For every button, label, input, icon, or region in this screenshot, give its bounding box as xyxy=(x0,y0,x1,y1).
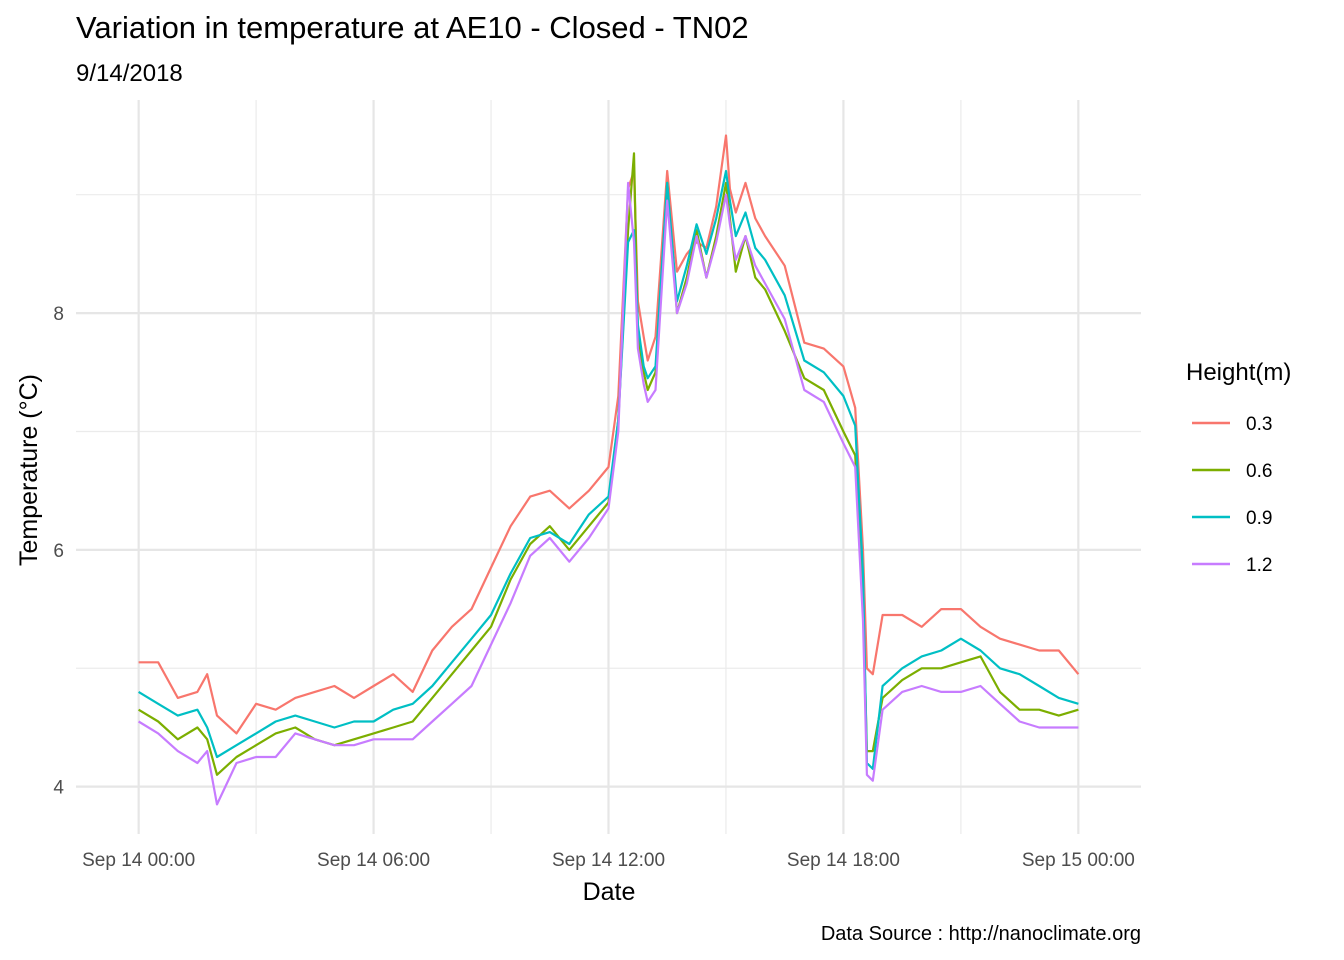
series-line-0-3 xyxy=(138,134,1080,735)
series-line-1-2 xyxy=(138,181,1079,806)
x-tick-label: Sep 14 06:00 xyxy=(317,850,430,871)
legend-label: 0.3 xyxy=(1246,414,1272,435)
legend-label: 0.6 xyxy=(1246,461,1272,482)
x-tick-label: Sep 14 12:00 xyxy=(552,850,665,871)
legend-label: 1.2 xyxy=(1246,555,1272,576)
x-tick-label: Sep 14 18:00 xyxy=(787,850,900,871)
data-source-caption: Data Source : http://nanoclimate.org xyxy=(821,923,1141,945)
series-line-0-9 xyxy=(138,169,1079,770)
legend-label: 0.9 xyxy=(1246,508,1272,529)
x-axis-title: Date xyxy=(583,878,636,906)
y-tick-label: 8 xyxy=(53,304,64,325)
y-tick-label: 6 xyxy=(53,541,64,562)
legend-title: Height(m) xyxy=(1186,359,1291,386)
chart-subtitle: 9/14/2018 xyxy=(76,60,183,87)
x-axis-ticks: Sep 14 00:00 Sep 14 06:00 Sep 14 12:00 Sep … xyxy=(82,850,1135,871)
legend: Height(m) 0.3 0.6 0.9 1.2 xyxy=(1186,359,1291,576)
chart-title: Variation in temperature at AE10 - Close… xyxy=(76,10,749,45)
x-tick-label: Sep 14 00:00 xyxy=(82,850,195,871)
y-tick-label: 4 xyxy=(53,778,64,799)
x-tick-label: Sep 15 00:00 xyxy=(1022,850,1135,871)
y-axis-title: Temperature (°C) xyxy=(15,374,43,566)
series-lines xyxy=(138,134,1080,806)
major-gridlines xyxy=(76,100,1141,834)
y-axis-ticks: 4 6 8 xyxy=(53,304,64,799)
